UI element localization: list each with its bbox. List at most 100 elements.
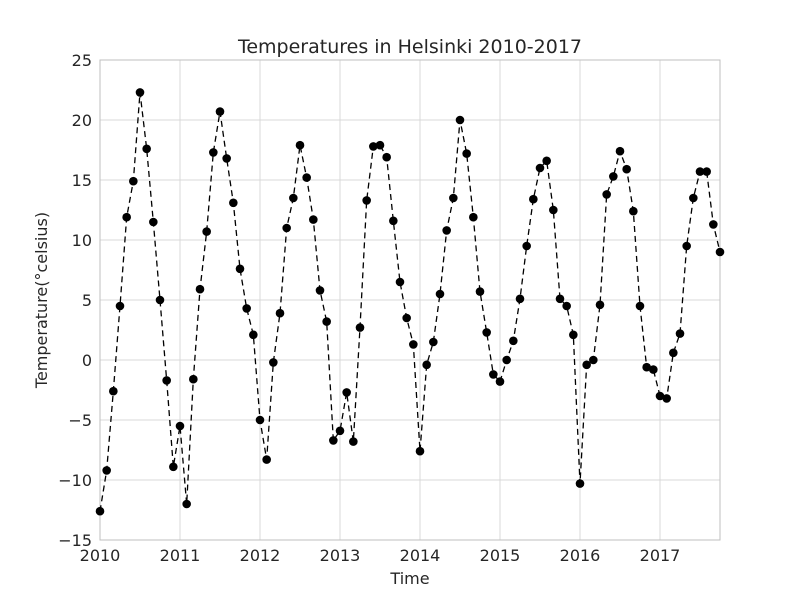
data-point xyxy=(542,156,551,166)
data-point xyxy=(282,223,291,233)
x-axis-label: Time xyxy=(389,569,429,588)
data-point xyxy=(275,308,285,318)
data-point xyxy=(382,152,391,162)
data-point xyxy=(222,154,231,163)
data-point xyxy=(269,358,278,367)
y-tick-label: −5 xyxy=(68,411,92,430)
series-line xyxy=(99,92,721,512)
y-tick-label: 25 xyxy=(72,51,92,70)
x-tick-label: 2010 xyxy=(80,546,121,565)
data-point xyxy=(582,360,591,370)
data-point xyxy=(609,172,618,181)
data-point xyxy=(122,212,131,222)
data-point xyxy=(642,362,651,372)
y-tick-label: 15 xyxy=(72,171,92,190)
data-point xyxy=(142,144,151,154)
data-point xyxy=(502,355,511,365)
data-point xyxy=(575,479,585,488)
data-point xyxy=(662,394,671,403)
y-tick-label: −10 xyxy=(58,471,92,490)
y-tick-label: −15 xyxy=(58,531,92,550)
data-point xyxy=(369,142,378,151)
data-point xyxy=(102,466,111,475)
data-point xyxy=(302,173,311,182)
y-tick-label: 0 xyxy=(82,351,92,370)
x-axis-ticks: 2010 2011 2012 2013 2014 2015 2016 2017 xyxy=(80,546,681,565)
data-point xyxy=(535,163,545,173)
data-point xyxy=(549,205,558,215)
data-point xyxy=(569,330,578,340)
data-point xyxy=(415,446,425,456)
data-point xyxy=(175,421,185,431)
data-point xyxy=(489,370,498,379)
data-point xyxy=(149,217,158,227)
data-point xyxy=(615,146,625,156)
data-point xyxy=(682,241,691,251)
x-tick-label: 2017 xyxy=(640,546,681,565)
data-point xyxy=(322,317,331,326)
data-point xyxy=(629,206,638,216)
data-point xyxy=(515,294,525,304)
data-point xyxy=(249,330,258,340)
data-point xyxy=(375,140,385,150)
data-point xyxy=(675,329,685,338)
data-point xyxy=(442,226,451,235)
data-point xyxy=(335,426,345,436)
data-point xyxy=(422,360,431,370)
y-tick-label: 20 xyxy=(72,111,92,130)
data-point xyxy=(435,289,445,299)
data-point xyxy=(622,164,631,174)
data-point xyxy=(595,300,605,310)
data-point xyxy=(462,149,471,158)
y-axis-ticks: −15 −10 −5 0 5 10 15 20 25 xyxy=(58,51,92,550)
data-point xyxy=(709,220,718,229)
data-point xyxy=(329,436,338,445)
data-point xyxy=(309,215,318,224)
data-point xyxy=(522,241,531,251)
data-point xyxy=(562,301,571,311)
data-point xyxy=(475,287,485,296)
data-point xyxy=(402,313,411,323)
data-point xyxy=(509,336,518,346)
x-tick-label: 2016 xyxy=(560,546,601,565)
x-tick-label: 2013 xyxy=(320,546,361,565)
data-point xyxy=(555,294,565,304)
data-point xyxy=(162,376,171,385)
data-point xyxy=(409,340,418,349)
data-point xyxy=(209,148,218,157)
chart-title: Temperatures in Helsinki 2010-2017 xyxy=(237,36,582,58)
data-point xyxy=(289,193,298,203)
y-axis-label: Temperature(°celsius) xyxy=(32,212,51,389)
data-point xyxy=(655,391,665,401)
data-point xyxy=(169,462,178,472)
x-tick-label: 2012 xyxy=(240,546,281,565)
x-tick-label: 2014 xyxy=(400,546,441,565)
data-point xyxy=(342,388,351,397)
data-point xyxy=(182,499,191,509)
data-point xyxy=(242,304,251,313)
y-tick-label: 5 xyxy=(82,291,92,310)
plot-frame xyxy=(99,59,721,541)
x-tick-label: 2011 xyxy=(160,546,201,565)
data-point xyxy=(215,107,225,116)
data-point xyxy=(695,167,705,176)
data-point xyxy=(429,337,438,347)
data-point xyxy=(155,295,165,305)
data-point xyxy=(495,377,505,386)
data-point xyxy=(355,323,365,332)
data-point xyxy=(202,227,211,236)
data-point xyxy=(195,284,205,294)
data-point xyxy=(229,198,238,208)
data-point xyxy=(715,247,725,257)
data-point xyxy=(362,196,371,205)
plot-area xyxy=(95,59,725,541)
data-point xyxy=(255,415,265,425)
data-point xyxy=(389,216,398,226)
data-point xyxy=(449,193,458,203)
data-point xyxy=(482,328,491,337)
data-point xyxy=(349,437,358,446)
data-point xyxy=(129,176,138,186)
data-point xyxy=(529,194,538,204)
data-point xyxy=(669,348,678,358)
data-point xyxy=(315,286,325,295)
